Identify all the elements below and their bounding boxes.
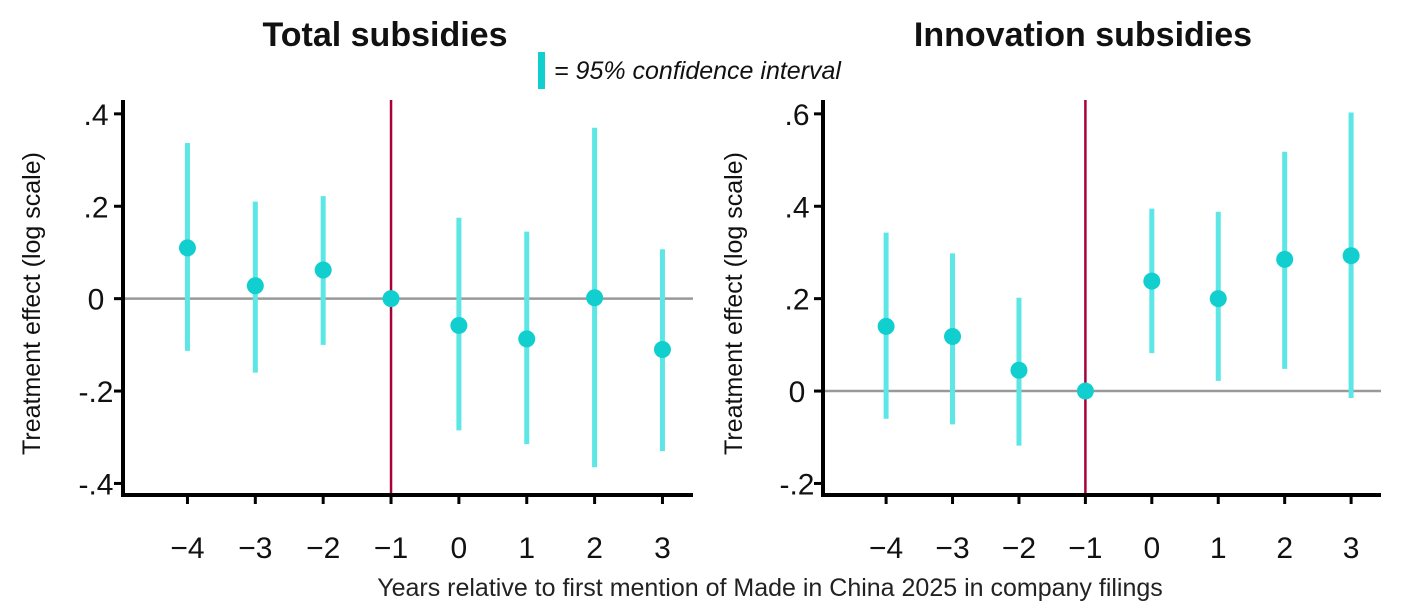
y-tick-label: -.2 — [779, 468, 814, 501]
estimate-point — [518, 330, 536, 348]
estimate-point — [178, 239, 196, 257]
x-tick-label: 2 — [1276, 532, 1293, 565]
legend: = 95% confidence interval — [538, 52, 842, 89]
legend-text: = 95% confidence interval — [554, 57, 842, 85]
estimate-point — [1209, 290, 1227, 308]
estimate-point — [246, 277, 264, 295]
x-tick-label: 0 — [451, 532, 468, 565]
x-tick-label: 0 — [1143, 532, 1160, 565]
panel-total-subsidies: Total subsidies .4 .2 0 -.2 -.4 −4 −3 −2 −1 0 1 2 3 Tr… — [18, 16, 693, 565]
estimate-point — [1010, 361, 1028, 379]
y-tick-label: .4 — [83, 99, 108, 132]
x-axis-label: Years relative to first mention of Made … — [377, 574, 1163, 602]
y-tick-label: .6 — [784, 99, 809, 132]
estimate-point — [1342, 247, 1360, 265]
x-tick-label: −4 — [170, 532, 204, 565]
y-axis-label: Treatment effect (log scale) — [18, 152, 46, 455]
estimate-point — [1276, 250, 1294, 268]
panel-innovation-subsidies: Innovation subsidies .6 .4 .2 0 -.2 −4 −3 −2 −1 0 1… — [720, 16, 1381, 565]
estimate-point — [1143, 272, 1161, 290]
x-tick-label: 3 — [1343, 532, 1360, 565]
estimate-point — [314, 261, 332, 279]
legend-ci-swatch — [538, 52, 545, 89]
x-tick-label: 1 — [518, 532, 535, 565]
x-tick-label: −3 — [935, 532, 969, 565]
estimate-point — [653, 340, 671, 358]
estimate-point — [450, 316, 468, 334]
estimate-point — [382, 290, 400, 308]
chart-title: Total subsidies — [263, 16, 508, 54]
y-tick-label: 0 — [88, 284, 105, 317]
y-tick-label: .2 — [784, 284, 809, 317]
chart-title: Innovation subsidies — [914, 16, 1252, 54]
x-tick-label: 3 — [654, 532, 671, 565]
x-tick-label: −3 — [238, 532, 272, 565]
y-tick-label: .2 — [83, 191, 108, 224]
estimate-point — [586, 289, 604, 307]
y-tick-label: 0 — [789, 376, 806, 409]
x-tick-label: −4 — [869, 532, 903, 565]
x-tick-label: −1 — [374, 532, 408, 565]
x-tick-label: −2 — [1002, 532, 1036, 565]
estimate-point — [1076, 382, 1094, 400]
x-tick-label: 1 — [1210, 532, 1227, 565]
estimate-point — [877, 317, 895, 335]
x-tick-label: −2 — [306, 532, 340, 565]
y-tick-label: -.2 — [78, 376, 113, 409]
x-tick-label: −1 — [1068, 532, 1102, 565]
estimate-point — [944, 328, 962, 346]
y-tick-label: -.4 — [78, 468, 113, 501]
x-tick-label: 2 — [586, 532, 603, 565]
y-tick-label: .4 — [784, 191, 809, 224]
y-axis-label: Treatment effect (log scale) — [720, 152, 748, 455]
